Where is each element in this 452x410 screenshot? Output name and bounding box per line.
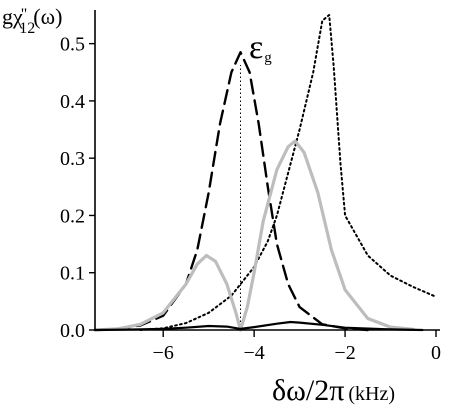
annotation-epsilon-g: εg [249,29,272,66]
y-tick-label: 0.3 [60,148,85,170]
y-label-base: gχ [2,4,23,29]
ticks: 0.0 0.1 0.2 0.3 0.4 0.5 −6 −4 −2 0 [60,34,441,364]
x-tick-label: −4 [243,342,264,364]
x-tick-label: −6 [153,342,174,364]
y-axis-label: gχ" 12(ω) [2,4,62,37]
y-tick-label: 0.1 [60,263,85,285]
series-line-dashed-0 [93,51,369,332]
x-axis-label: δω/2π (kHz) [272,374,395,407]
series-line-solid-3 [93,320,424,332]
y-tick-label: 0.4 [60,91,85,113]
annotation-sub: g [264,50,272,66]
x-label-main: δω/2π [272,374,344,407]
plot-lines [93,14,437,332]
annotation-symbol: ε [249,29,263,66]
series-line-solid-2 [93,139,415,332]
x-label-unit: (kHz) [348,383,395,405]
y-label-prime: " [21,6,28,23]
x-tick-label: 0 [431,342,441,364]
y-tick-label: 0.2 [60,205,85,227]
y-label-arg: (ω) [33,4,62,29]
y-tick-label: 0.5 [60,34,85,56]
x-tick-label: −2 [334,342,355,364]
y-label-sub: 12 [19,20,35,37]
series-line-dotted-1 [139,14,437,331]
y-tick-label: 0.0 [60,320,85,342]
axes [94,10,440,331]
